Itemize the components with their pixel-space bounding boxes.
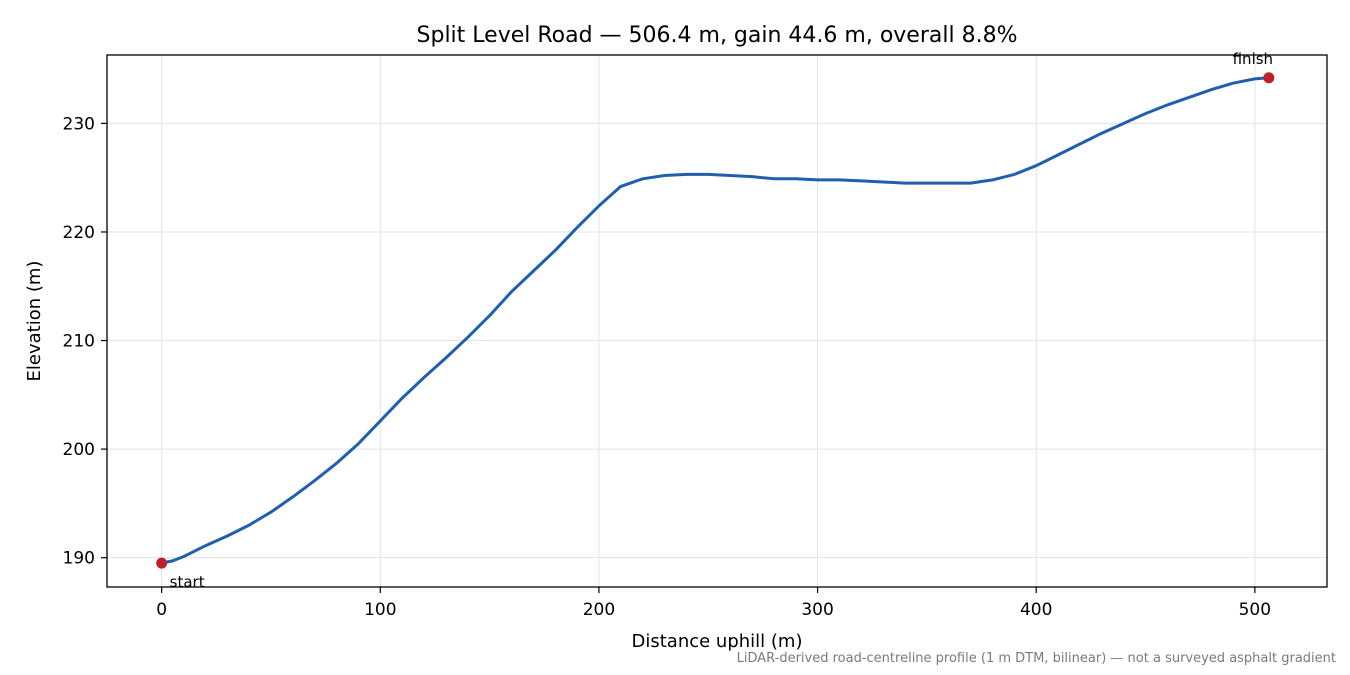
finish-label: finish — [1233, 50, 1273, 68]
x-axis-ticks: 0 100 200 300 400 500 — [156, 587, 1271, 620]
start-label: start — [170, 573, 205, 591]
x-tick-label: 400 — [1020, 600, 1052, 620]
x-tick-label: 100 — [364, 600, 396, 620]
y-tick-label: 200 — [63, 440, 95, 460]
chart-title: Split Level Road — 506.4 m, gain 44.6 m,… — [417, 23, 1018, 48]
x-tick-label: 200 — [583, 600, 615, 620]
plot-frame — [106, 54, 1328, 588]
x-tick-label: 300 — [801, 600, 833, 620]
grid-lines — [107, 55, 1327, 587]
y-tick-label: 210 — [63, 332, 95, 352]
start-marker — [156, 557, 168, 569]
x-tick-label: 0 — [156, 600, 167, 620]
y-tick-label: 220 — [63, 223, 95, 243]
elevation-profile-line — [160, 76, 1271, 565]
chart-footnote: LiDAR-derived road-centreline profile (1… — [736, 651, 1336, 666]
y-tick-label: 230 — [63, 114, 95, 134]
finish-marker — [1263, 72, 1275, 84]
y-axis-label: Elevation (m) — [24, 261, 45, 382]
y-tick-label: 190 — [63, 549, 95, 569]
x-axis-label: Distance uphill (m) — [632, 631, 803, 652]
y-axis-ticks: 190 200 210 220 230 — [63, 114, 107, 569]
x-tick-label: 500 — [1239, 600, 1271, 620]
